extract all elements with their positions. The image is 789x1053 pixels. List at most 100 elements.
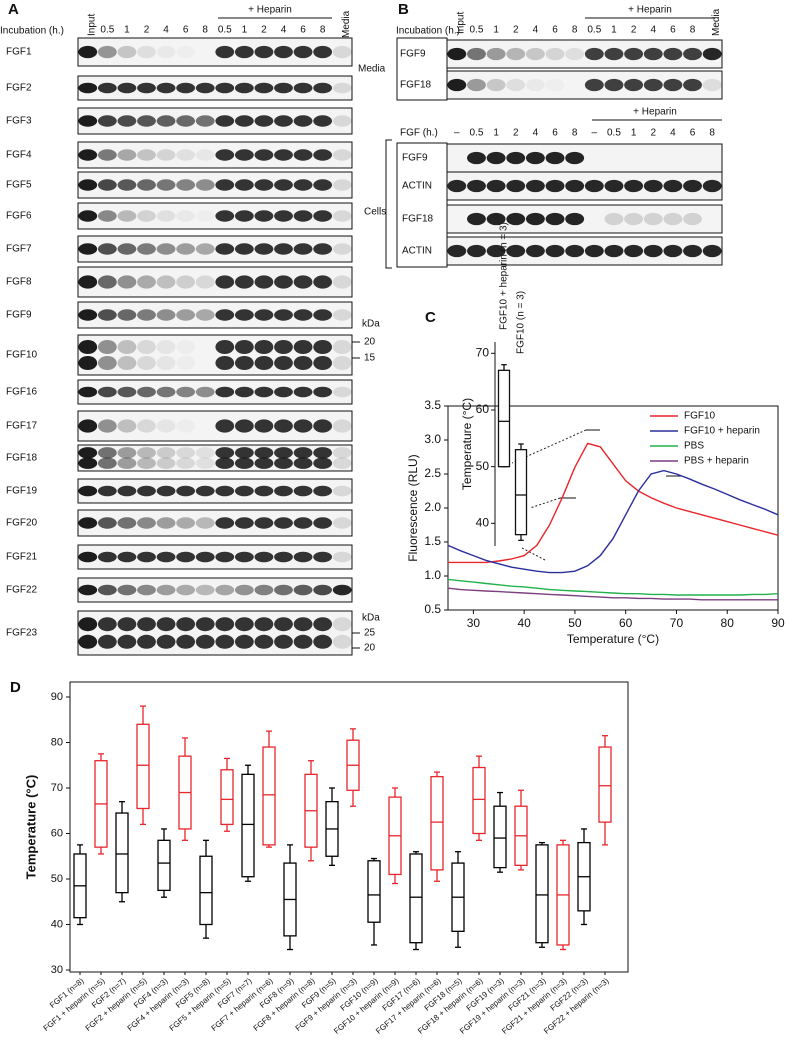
- band: [313, 309, 333, 321]
- band: [486, 78, 506, 92]
- lane-label: 4: [281, 25, 287, 36]
- band: [97, 386, 117, 398]
- band: [332, 82, 352, 94]
- band: [176, 517, 196, 529]
- band: [176, 356, 195, 370]
- band: [97, 485, 117, 497]
- band: [97, 617, 117, 632]
- band: [447, 179, 467, 193]
- band: [313, 419, 333, 433]
- band: [78, 584, 98, 596]
- band: [643, 212, 663, 226]
- band: [525, 151, 545, 165]
- band: [117, 82, 137, 94]
- band: [467, 244, 486, 258]
- band: [196, 210, 215, 221]
- lane-label: 8: [690, 25, 696, 36]
- blot: [77, 334, 353, 376]
- band: [254, 485, 274, 497]
- band: [137, 584, 156, 596]
- band: [274, 275, 293, 289]
- band: [545, 151, 565, 165]
- band: [683, 244, 702, 258]
- band: [234, 457, 254, 469]
- band: [97, 309, 117, 321]
- band: [97, 275, 117, 289]
- row-label: FGF9: [6, 310, 32, 321]
- box: [241, 773, 255, 878]
- band: [254, 386, 274, 398]
- band: [137, 309, 156, 321]
- band: [215, 551, 235, 563]
- band: [274, 517, 293, 529]
- band: [584, 78, 604, 92]
- label: Media: [358, 64, 386, 75]
- band: [78, 356, 98, 370]
- box: [598, 746, 612, 823]
- label: + Heparin: [628, 5, 672, 16]
- y-tick-label: 40: [51, 918, 63, 930]
- band: [467, 151, 486, 165]
- band: [137, 517, 156, 529]
- band: [254, 149, 274, 161]
- band: [176, 457, 196, 469]
- band: [137, 45, 156, 59]
- band: [274, 419, 293, 433]
- band: [215, 243, 235, 255]
- rotated-label: Input: [86, 14, 97, 36]
- lane-label: 6: [552, 128, 558, 139]
- box: [115, 812, 129, 894]
- row-label: FGF16: [6, 387, 38, 398]
- band: [97, 179, 117, 191]
- band: [467, 78, 486, 92]
- band: [215, 149, 235, 161]
- band: [78, 115, 98, 127]
- label: Incubation (h.): [0, 26, 64, 37]
- lane-label: 4: [650, 25, 656, 36]
- band: [683, 212, 702, 226]
- band: [274, 309, 293, 321]
- band: [274, 584, 293, 596]
- band: [293, 457, 313, 469]
- cells-bracket: [385, 139, 392, 269]
- row-label: FGF4: [6, 150, 32, 161]
- band: [176, 340, 195, 354]
- x-tick-label: 90: [771, 616, 785, 630]
- band: [195, 485, 215, 497]
- band: [137, 210, 156, 222]
- band: [274, 340, 293, 354]
- band: [332, 356, 352, 370]
- band: [332, 457, 352, 469]
- band: [486, 47, 506, 61]
- lane-label: 6: [690, 128, 696, 139]
- band: [215, 275, 235, 289]
- band: [117, 149, 137, 161]
- band: [604, 78, 624, 92]
- row-label: FGF21: [6, 552, 38, 563]
- band: [137, 551, 156, 563]
- band: [195, 617, 215, 632]
- band: [663, 212, 683, 226]
- band: [215, 584, 235, 596]
- band: [313, 517, 333, 529]
- box: [136, 723, 150, 810]
- band: [97, 210, 117, 222]
- band: [117, 447, 137, 459]
- rotated-label: Input: [455, 12, 466, 34]
- lane-label: 0.5: [470, 128, 484, 139]
- lane-label: 0.5: [587, 25, 601, 36]
- inset-category: FGF10 (n = 3): [516, 291, 527, 354]
- band: [176, 617, 196, 632]
- lane-label: 8: [320, 25, 326, 36]
- panel-label: D: [10, 679, 21, 696]
- band: [313, 275, 333, 289]
- band: [176, 584, 196, 596]
- band: [274, 447, 293, 459]
- band: [156, 82, 176, 94]
- band: [176, 243, 196, 255]
- band: [78, 386, 98, 398]
- box: [535, 844, 549, 944]
- y-tick-label: 3.5: [424, 398, 441, 412]
- band: [117, 115, 137, 127]
